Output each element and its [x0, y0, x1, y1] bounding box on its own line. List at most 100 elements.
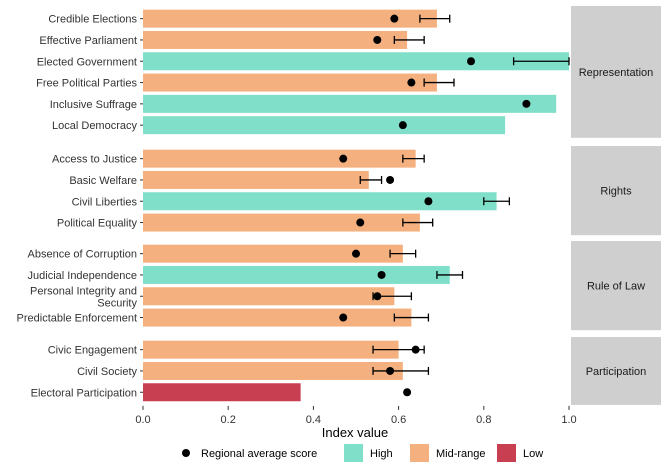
category-label: Electoral Participation	[31, 387, 137, 399]
error-bar	[483, 197, 511, 206]
legend-swatch-mid-range	[410, 444, 429, 462]
error-bar	[402, 154, 425, 163]
category-label: Civil Liberties	[72, 196, 138, 208]
row-elected-government: Elected Government	[37, 52, 570, 71]
facet-rule-of-law: Rule of Law Absence of Corruption Judicial…	[17, 241, 661, 331]
facet-strip	[571, 6, 661, 138]
regional-average-point	[373, 35, 382, 44]
regional-average-point	[377, 270, 386, 279]
regional-average-point	[339, 154, 348, 163]
bar	[143, 383, 301, 402]
row-political-equality: Political Equality	[57, 213, 434, 232]
error-bar	[393, 313, 430, 322]
category-label: Personal Integrity and Security	[30, 285, 138, 309]
x-tick-label: 1.0	[561, 414, 576, 426]
category-label: Political Equality	[57, 218, 138, 230]
bar	[143, 170, 369, 189]
regional-average-point	[411, 345, 420, 354]
error-bar	[359, 175, 383, 184]
error-bar	[436, 270, 464, 279]
bar	[143, 361, 403, 380]
legend-swatch-high	[344, 444, 363, 462]
regional-average-point	[386, 366, 395, 375]
category-label: Free Political Parties	[36, 78, 137, 90]
legend-point-marker	[182, 449, 190, 457]
regional-average-point	[352, 249, 360, 258]
legend-swatch-low	[497, 444, 516, 462]
regional-average-point	[403, 388, 412, 397]
error-bar	[402, 218, 434, 227]
row-inclusive-suffrage: Inclusive Suffrage	[50, 94, 557, 113]
facet-participation: Participation Civic Engagement Civil Socie…	[31, 337, 661, 405]
x-axis-title: Index value	[322, 425, 389, 440]
bar	[143, 73, 437, 92]
category-label: Inclusive Suffrage	[50, 99, 137, 111]
facet-representation: Representation Credible Elections Effectiv…	[36, 6, 661, 138]
facet-rights: Rights Access to Justice Basic Welfare Civi…	[52, 146, 661, 236]
bar	[143, 52, 569, 71]
category-label: Judicial Independence	[28, 270, 137, 282]
facet-panels: Representation Credible Elections Effectiv…	[17, 6, 661, 405]
bar	[143, 149, 416, 168]
legend: Regional average score High Mid-range Lo…	[182, 444, 543, 462]
row-basic-welfare: Basic Welfare	[69, 170, 395, 189]
row-free-political-parties: Free Political Parties	[36, 73, 455, 92]
row-civil-liberties: Civil Liberties	[72, 192, 511, 211]
error-bar	[423, 78, 455, 87]
x-tick-label: 0.2	[221, 414, 236, 426]
row-local-democracy: Local Democracy	[52, 116, 506, 135]
row-access-to-justice: Access to Justice	[52, 149, 425, 168]
regional-average-point	[424, 197, 433, 206]
row-judicial-independence: Judicial Independence	[28, 265, 464, 284]
regional-average-point	[339, 313, 348, 322]
row-credible-elections: Credible Elections	[48, 9, 451, 28]
category-label: Basic Welfare	[69, 175, 137, 187]
regional-average-point	[398, 121, 407, 130]
row-civic-engagement: Civic Engagement	[48, 340, 425, 359]
category-label: Elected Government	[37, 56, 137, 68]
bar	[143, 287, 395, 306]
x-tick-label: 0.4	[306, 414, 321, 426]
bar	[143, 192, 497, 211]
row-electoral-participation: Electoral Participation	[31, 383, 412, 402]
row-effective-parliament: Effective Parliament	[39, 30, 425, 49]
regional-average-point	[522, 99, 531, 108]
error-bar	[372, 366, 430, 375]
category-label: Access to Justice	[52, 154, 137, 166]
x-axis: 0.0 0.2 0.4 0.6 0.8 1.0	[135, 405, 577, 426]
bar	[143, 308, 412, 327]
regional-average-point	[373, 292, 382, 301]
regional-average-point	[356, 218, 365, 227]
facet-strip-label: Rights	[600, 186, 632, 198]
bar	[143, 213, 420, 232]
bar	[143, 244, 403, 263]
legend-label-high: High	[370, 448, 393, 460]
regional-average-point	[390, 14, 399, 23]
error-bar	[393, 35, 425, 44]
category-label: Effective Parliament	[39, 35, 137, 47]
facet-strip-label: Representation	[579, 67, 654, 79]
category-label: Civil Society	[77, 366, 137, 378]
row-predictable-enforcement: Predictable Enforcement	[17, 308, 430, 327]
row-personal-integrity-and-security: Personal Integrity and Security	[30, 285, 413, 309]
bar	[143, 94, 557, 113]
legend-label-low: Low	[523, 448, 543, 460]
facet-strip	[571, 146, 661, 236]
bar	[143, 265, 450, 284]
facet-strip	[571, 241, 661, 331]
error-bar	[512, 57, 570, 66]
facet-strip-label: Participation	[586, 366, 647, 378]
category-label: Local Democracy	[52, 120, 137, 132]
legend-label-mid-range: Mid-range	[436, 448, 486, 460]
row-civil-society: Civil Society	[77, 361, 430, 380]
x-tick-label: 0.8	[476, 414, 491, 426]
category-label: Civic Engagement	[48, 345, 137, 357]
category-label: Absence of Corruption	[28, 249, 137, 261]
category-label: Predictable Enforcement	[17, 313, 137, 325]
bar	[143, 9, 437, 28]
bar	[143, 340, 399, 359]
row-absence-of-corruption: Absence of Corruption	[28, 244, 417, 263]
error-bar	[389, 249, 417, 258]
legend-point-label: Regional average score	[201, 448, 317, 460]
